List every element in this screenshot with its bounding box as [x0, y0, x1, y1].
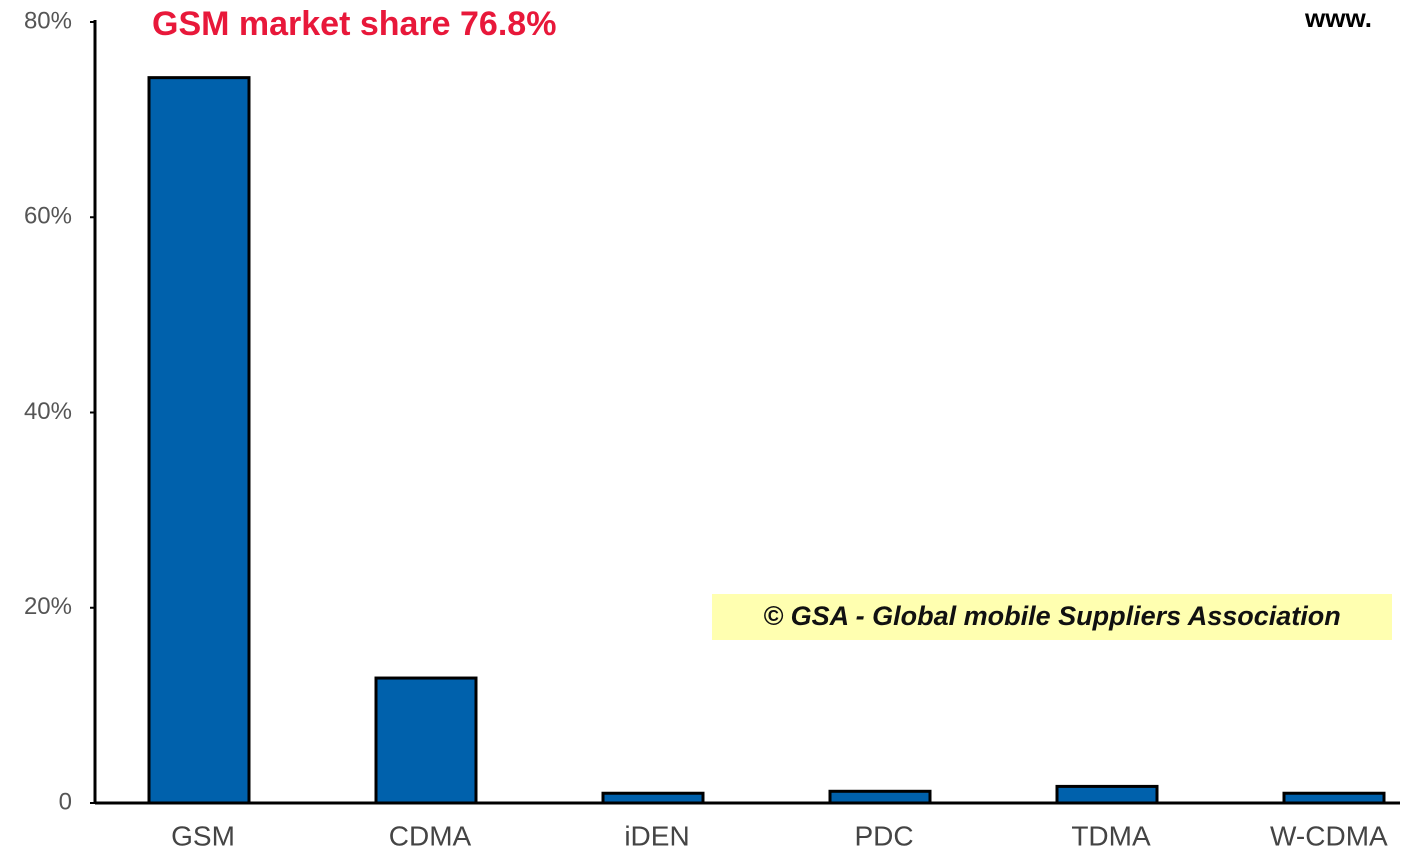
y-tick-label: 60% — [24, 203, 72, 230]
bar — [828, 789, 932, 805]
bar — [147, 76, 251, 805]
x-tick-label: iDEN — [624, 820, 689, 851]
bar — [374, 676, 478, 805]
bar — [601, 791, 705, 805]
y-tick-label: 80% — [24, 7, 72, 34]
source: www. — [1304, 3, 1372, 33]
y-tick-label: 20% — [24, 593, 72, 620]
annotation-box — [712, 594, 1392, 640]
x-tick-label: CDMA — [389, 820, 472, 851]
y-tick-label: 40% — [24, 398, 72, 425]
x-tick-label: PDC — [854, 820, 913, 851]
y-tick-label: 0 — [59, 788, 72, 815]
x-tick-label: W-CDMA — [1270, 820, 1388, 851]
chart-title: GSM market share 76.8% — [152, 5, 556, 43]
bar — [1282, 791, 1386, 805]
x-tick-label: TDMA — [1071, 820, 1151, 851]
annotation: © GSA - Global mobile Suppliers Associat… — [763, 601, 1340, 631]
x-tick-label: GSM — [171, 820, 235, 851]
bar — [1055, 784, 1159, 805]
